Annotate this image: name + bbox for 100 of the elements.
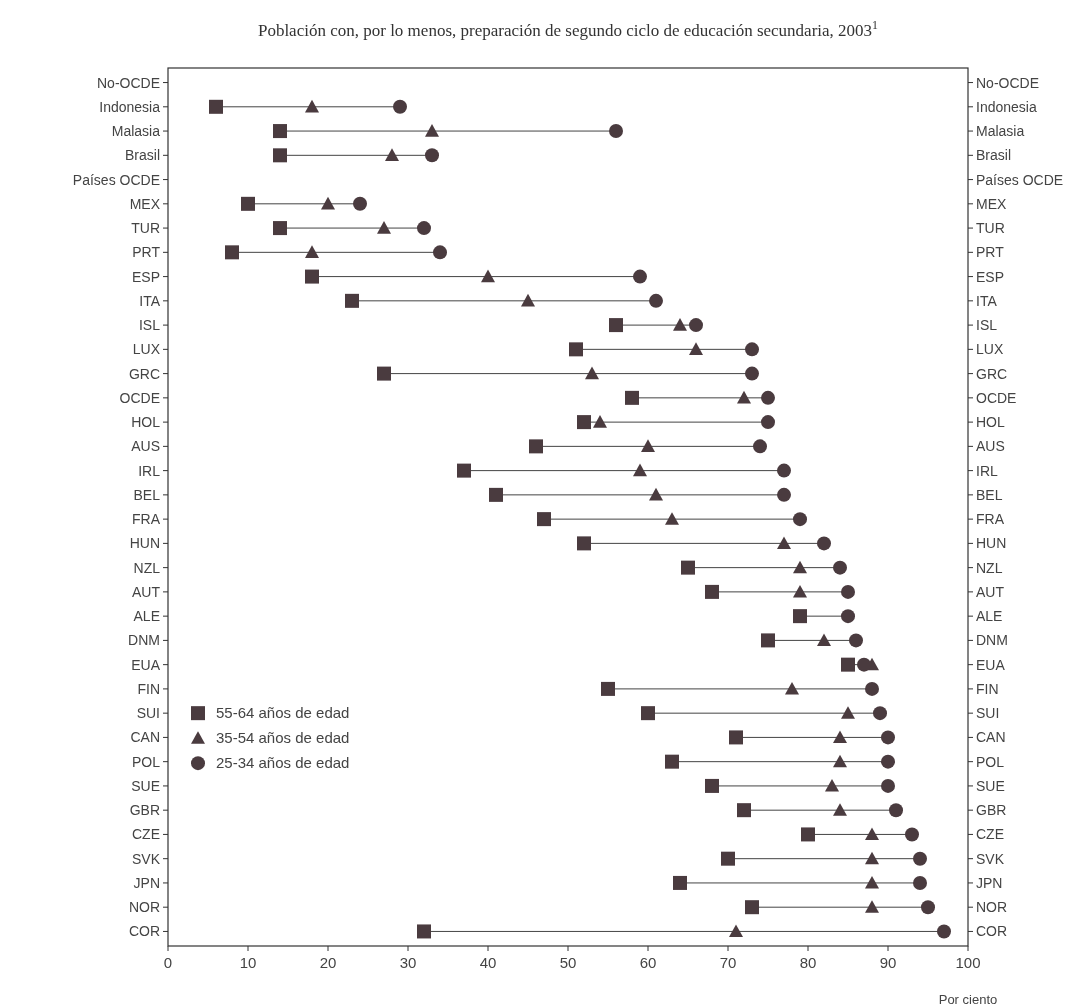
point	[641, 706, 655, 721]
category-label: SVK	[976, 850, 1005, 867]
category-label: FIN	[976, 680, 999, 697]
point	[521, 293, 535, 307]
y-tick-label: HUN	[129, 535, 160, 552]
category-label: POL	[976, 753, 1005, 770]
point	[681, 560, 695, 575]
point	[577, 536, 591, 551]
point	[777, 463, 791, 478]
category-label: ALE	[976, 608, 1003, 625]
y-tick-label: COR	[128, 923, 160, 940]
point	[601, 681, 615, 696]
x-tick-label: 60	[639, 954, 657, 971]
point	[417, 221, 431, 236]
point	[761, 415, 775, 430]
category-label: ITA	[976, 292, 997, 309]
point	[793, 609, 807, 624]
point	[889, 803, 903, 818]
point	[817, 633, 831, 646]
point	[353, 196, 367, 211]
point	[537, 512, 551, 527]
y-tick-label: AUS	[131, 438, 160, 455]
point	[881, 730, 895, 745]
category-label: EUA	[976, 656, 1005, 673]
y-tick-label: NOR	[128, 899, 160, 916]
point	[865, 827, 879, 841]
point	[577, 415, 591, 430]
category-label: SUI	[976, 705, 1000, 722]
y-tick-label: FRA	[132, 511, 161, 528]
point	[649, 487, 663, 501]
x-tick-label: 100	[955, 954, 981, 971]
point	[377, 366, 391, 381]
point	[793, 584, 807, 598]
point	[625, 390, 639, 405]
y-tick-label: HOL	[131, 414, 161, 431]
y-tick-label: EUA	[131, 656, 161, 673]
point	[729, 730, 743, 745]
y-tick-label: DNM	[128, 632, 160, 649]
category-label: CAN	[976, 729, 1006, 746]
point	[785, 681, 799, 695]
point	[857, 657, 871, 672]
y-tick-label: SVK	[131, 850, 161, 867]
x-tick-label: 10	[239, 954, 257, 971]
y-tick-label: PRT	[132, 244, 161, 261]
category-label: LUX	[976, 341, 1004, 358]
y-tick-label: IRL	[138, 462, 161, 479]
category-label: NZL	[976, 559, 1003, 576]
category-label: SUE	[976, 777, 1005, 794]
legend-label: 35-54 años de edad	[216, 729, 350, 747]
point	[833, 730, 847, 744]
point	[905, 827, 919, 842]
x-tick-label: 70	[719, 954, 737, 971]
point	[777, 487, 791, 502]
y-tick-label: Indonesia	[99, 98, 161, 115]
legend-label: 25-34 años de edad	[216, 754, 350, 772]
point	[673, 318, 687, 331]
point	[209, 99, 223, 114]
point	[849, 633, 863, 648]
y-tick-label: SUI	[136, 705, 160, 722]
y-tick-label: Brasil	[124, 147, 160, 164]
category-label: PRT	[976, 244, 1004, 261]
point	[833, 754, 847, 768]
point	[865, 900, 879, 913]
point	[489, 487, 503, 502]
point	[745, 342, 759, 357]
point	[737, 803, 751, 818]
x-tick-label: 0	[163, 954, 173, 971]
point	[649, 293, 663, 308]
y-tick-label: AUT	[132, 583, 161, 600]
category-label: TUR	[976, 220, 1005, 237]
point	[425, 124, 439, 137]
x-axis-title: Por ciento	[938, 992, 998, 1007]
category-label: IRL	[976, 462, 998, 479]
point	[385, 148, 399, 161]
point	[705, 584, 719, 599]
point	[721, 851, 735, 866]
point	[425, 148, 439, 163]
category-label: COR	[976, 923, 1008, 940]
point	[593, 415, 607, 428]
category-label: MEX	[976, 195, 1007, 212]
point	[529, 439, 543, 454]
category-label: Malasia	[976, 123, 1025, 140]
y-tick-label: Malasia	[111, 123, 161, 140]
point	[241, 196, 255, 211]
y-tick-label: MEX	[129, 195, 161, 212]
y-tick-label: ESP	[131, 268, 160, 285]
point	[641, 439, 655, 452]
point	[305, 269, 319, 284]
point	[841, 584, 855, 599]
point	[793, 512, 807, 527]
point	[737, 390, 751, 404]
category-label: GBR	[976, 802, 1007, 819]
category-label: ISL	[976, 317, 998, 334]
x-tick-label: 50	[559, 954, 577, 971]
category-label: JPN	[976, 874, 1003, 891]
point	[225, 245, 239, 260]
y-tick-label: GBR	[129, 802, 160, 819]
category-label: FRA	[976, 511, 1004, 528]
y-tick-label: BEL	[133, 486, 161, 503]
point	[689, 318, 703, 333]
